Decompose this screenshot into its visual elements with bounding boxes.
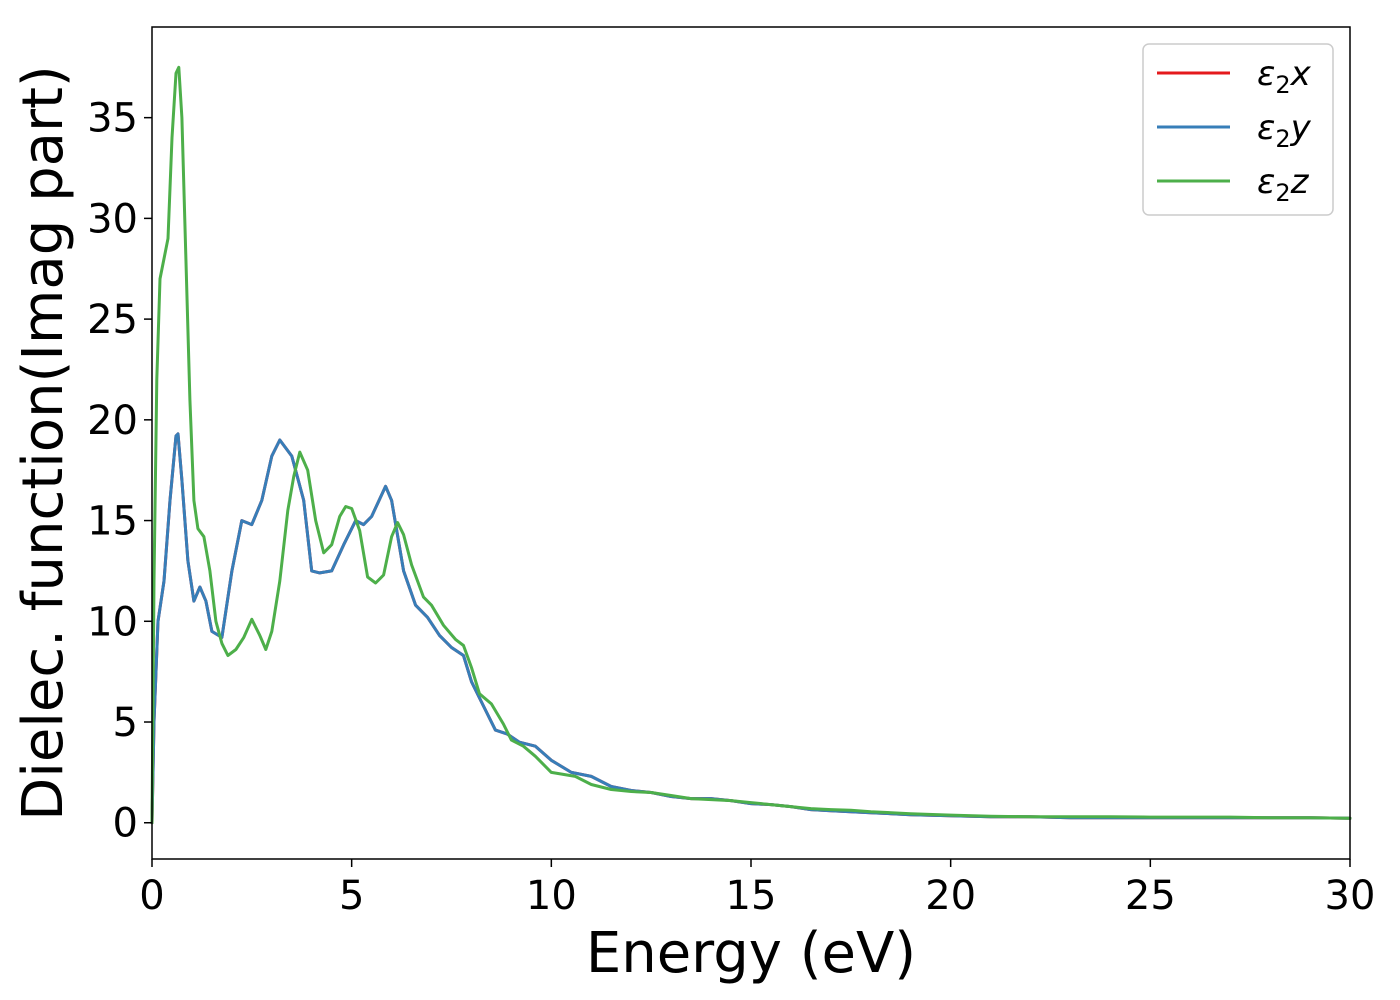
- legend-suffix: x: [1290, 54, 1312, 94]
- x-axis: 0 5 10 15 20 25 30: [139, 859, 1375, 919]
- x-tick-label: 10: [526, 873, 577, 919]
- series-layer: [150, 65, 1352, 825]
- y-tick-label: 35: [87, 96, 138, 142]
- y-tick-label: 30: [87, 196, 138, 242]
- y-axis-title: Dielec. function(Imag part): [11, 65, 76, 821]
- legend-symbol: ε: [1257, 108, 1275, 148]
- x-tick-label: 0: [139, 873, 164, 919]
- legend-box: [1142, 43, 1334, 216]
- x-tick-label: 30: [1325, 873, 1376, 919]
- x-tick-label: 5: [339, 873, 364, 919]
- legend-label-y: ε2y: [1257, 108, 1312, 153]
- x-tick-label: 15: [726, 873, 777, 919]
- legend-label-x: ε2x: [1257, 54, 1312, 99]
- series-line-z: [150, 65, 1352, 825]
- legend-symbol: ε: [1257, 162, 1275, 202]
- legend-subscript: 2: [1275, 179, 1290, 207]
- y-tick-label: 20: [87, 398, 138, 444]
- legend-subscript: 2: [1275, 125, 1290, 153]
- y-tick-label: 10: [87, 599, 138, 645]
- legend-suffix: y: [1290, 108, 1312, 148]
- y-tick-label: 15: [87, 499, 138, 545]
- x-tick-label: 25: [1125, 873, 1176, 919]
- y-tick-label: 5: [113, 700, 138, 746]
- legend-subscript: 2: [1275, 71, 1290, 99]
- x-axis-title: Energy (eV): [586, 921, 916, 986]
- legend-suffix: z: [1290, 162, 1310, 202]
- legend-symbol: ε: [1257, 54, 1275, 94]
- y-tick-label: 25: [87, 297, 138, 343]
- y-tick-label: 0: [113, 801, 138, 847]
- x-tick-label: 20: [925, 873, 976, 919]
- legend-label-z: ε2z: [1257, 162, 1310, 207]
- y-axis: 0 5 10 15 20 25 30 35: [87, 96, 152, 847]
